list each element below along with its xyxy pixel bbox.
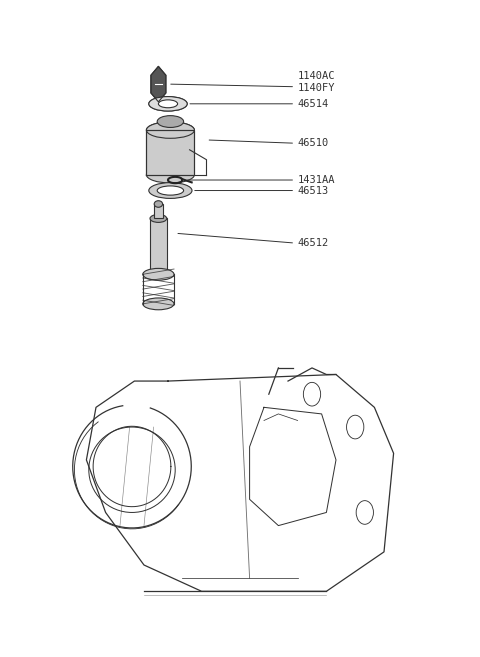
Ellipse shape (157, 116, 183, 127)
Polygon shape (154, 204, 163, 218)
Ellipse shape (149, 97, 187, 111)
Ellipse shape (154, 201, 163, 208)
Text: 46514: 46514 (298, 99, 329, 109)
Polygon shape (146, 130, 194, 175)
Ellipse shape (150, 214, 167, 222)
Ellipse shape (158, 100, 178, 108)
Ellipse shape (146, 122, 194, 139)
Text: 1431AA: 1431AA (298, 175, 335, 185)
Ellipse shape (143, 298, 174, 310)
Ellipse shape (146, 167, 194, 183)
Polygon shape (151, 66, 166, 102)
Polygon shape (150, 218, 167, 275)
Ellipse shape (149, 183, 192, 198)
Text: 1140AC
1140FY: 1140AC 1140FY (298, 72, 335, 93)
Text: 46513: 46513 (298, 185, 329, 196)
Text: 46510: 46510 (298, 138, 329, 148)
Ellipse shape (143, 269, 174, 281)
Ellipse shape (146, 122, 194, 139)
Ellipse shape (157, 186, 183, 195)
Text: 46512: 46512 (298, 238, 329, 248)
